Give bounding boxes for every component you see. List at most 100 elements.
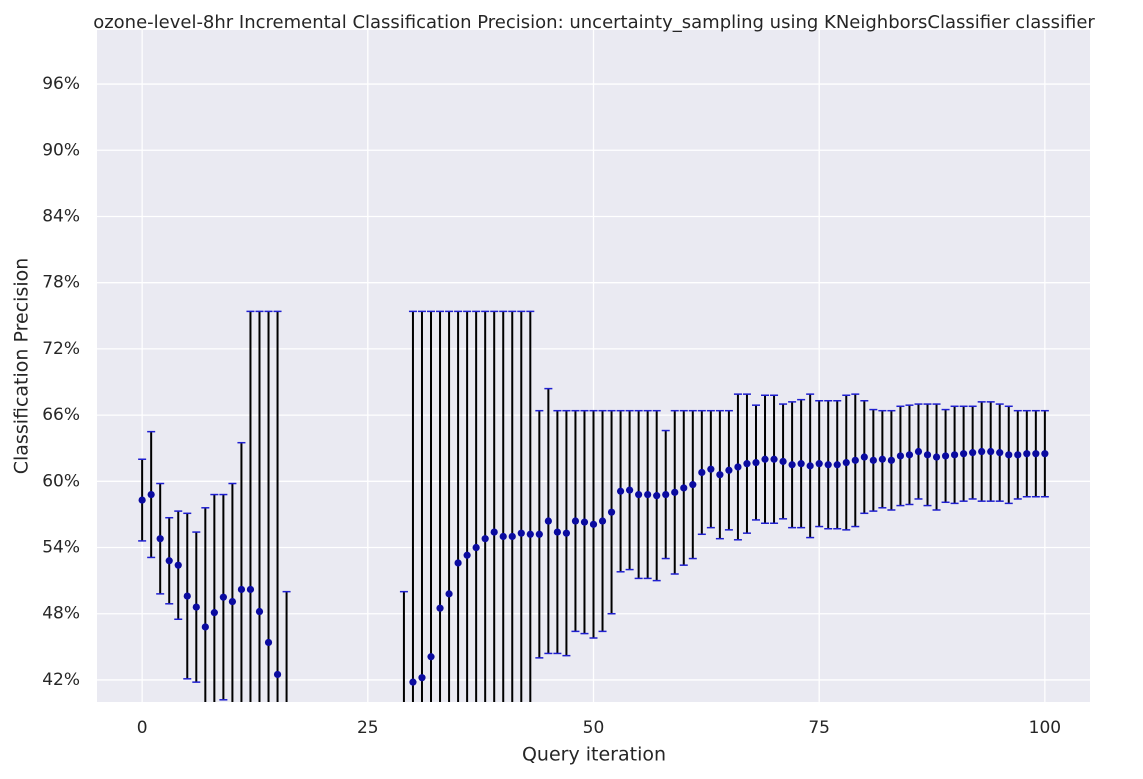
point [743,460,751,468]
point [201,623,209,631]
point [598,517,607,525]
point [183,592,191,600]
point [228,597,237,606]
point [237,585,246,594]
point [409,678,417,686]
point [779,457,787,466]
point [219,593,227,601]
point [454,559,462,567]
x-tick-label: 100 [1029,718,1061,738]
point [210,609,218,617]
x-tick-label: 0 [137,718,148,738]
point [463,551,471,559]
point [499,532,507,541]
point [878,455,886,463]
point [553,528,561,536]
point [436,604,444,612]
point [138,496,146,504]
point [923,451,932,459]
y-tick-label: 72% [42,339,80,359]
point [896,452,905,460]
point [860,453,868,461]
point [1032,450,1040,458]
point [725,466,733,474]
y-tick-label: 66% [42,405,80,425]
point [761,455,769,463]
x-axis-label: Query iteration [522,744,666,766]
point [662,490,670,499]
y-tick-label: 48% [42,604,80,624]
point [833,461,841,469]
point [1014,451,1022,459]
point [255,607,264,616]
point [400,720,407,727]
point [797,460,805,468]
marks [138,310,1049,739]
point [544,517,552,525]
point [635,490,643,499]
point [589,520,598,528]
point [788,461,796,469]
point [734,463,742,471]
y-tick-label: 84% [42,206,80,226]
point [842,458,850,467]
point [472,543,480,552]
point [680,484,688,492]
x-tick-label: 50 [583,718,605,738]
point [770,455,778,463]
point [887,456,896,464]
point [950,451,959,459]
point [626,486,634,494]
point [752,458,760,467]
point [698,468,706,477]
point [671,488,679,496]
point [147,490,155,499]
point [914,447,923,456]
point [571,517,580,525]
point [851,456,859,464]
point [869,456,877,464]
point [481,535,489,543]
point [174,561,182,569]
point [969,449,977,457]
point [941,452,950,460]
point [1041,450,1049,458]
point [246,585,255,594]
point [580,518,589,526]
point [905,451,914,459]
point [1023,450,1031,458]
point [978,447,986,456]
point [526,530,534,538]
point [653,492,661,500]
point [716,471,724,479]
y-tick-label: 42% [42,670,80,690]
point [815,460,823,468]
point [996,449,1004,457]
y-tick-label: 90% [42,140,80,160]
point [445,590,453,598]
y-tick-label: 54% [42,538,80,558]
point [427,653,435,661]
point [562,529,571,537]
y-axis-label: Classification Precision [11,258,33,475]
point [607,508,616,516]
point [165,557,173,565]
point [535,530,543,538]
point [283,732,290,739]
point [508,532,516,541]
point [987,447,995,456]
y-tick-label: 60% [42,471,80,491]
point [707,465,715,473]
y-tick-label: 78% [42,273,80,293]
point [264,638,273,647]
point [192,603,200,611]
point [490,528,498,536]
point [644,490,652,499]
point [517,529,525,537]
y-tick-label: 96% [42,74,80,94]
point [689,481,697,489]
chart-title: ozone-level-8hr Incremental Classificati… [93,12,1095,33]
point [156,535,164,543]
